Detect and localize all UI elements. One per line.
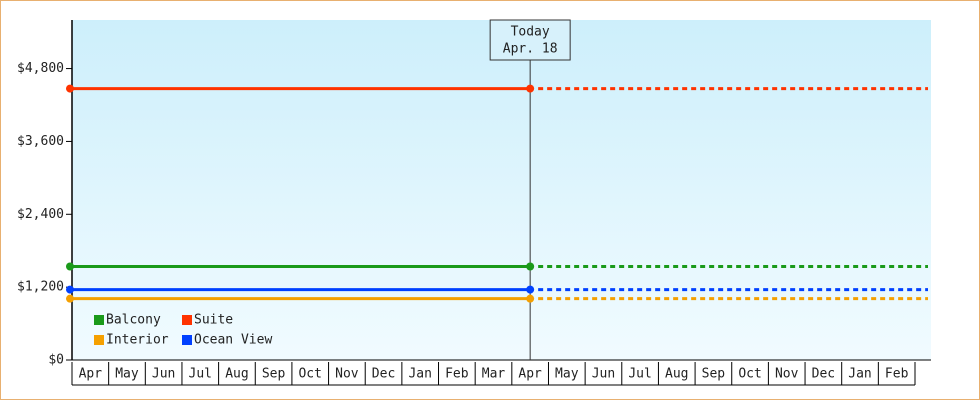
today-title: Today <box>511 25 550 40</box>
y-tick-label: $0 <box>48 353 64 368</box>
x-tick-label: Jul <box>189 367 212 382</box>
legend-swatch <box>182 315 192 325</box>
legend-swatch <box>94 335 104 345</box>
x-tick-label: May <box>555 367 579 382</box>
legend-label: Balcony <box>106 313 161 328</box>
data-point <box>66 294 74 303</box>
x-tick-label: Jun <box>592 367 615 382</box>
x-tick-label: Apr <box>518 367 542 382</box>
data-point <box>526 84 535 93</box>
x-tick-label: Jan <box>408 367 431 382</box>
data-point <box>66 285 74 294</box>
data-point <box>66 262 74 271</box>
data-point <box>66 84 74 93</box>
y-tick-label: $2,400 <box>17 207 64 222</box>
x-tick-label: Feb <box>885 367 909 382</box>
legend-label: Interior <box>106 333 169 348</box>
x-tick-label: Sep <box>702 367 726 382</box>
x-tick-label: Apr <box>79 367 103 382</box>
x-tick-label: Nov <box>775 367 799 382</box>
x-tick-label: Jul <box>628 367 651 382</box>
x-tick-label: Jun <box>152 367 175 382</box>
x-tick-label: Nov <box>335 367 359 382</box>
x-tick-label: Oct <box>738 367 761 382</box>
data-point <box>526 285 535 294</box>
legend-label: Ocean View <box>194 333 272 348</box>
today-box <box>489 19 571 61</box>
x-tick-label: Sep <box>262 367 286 382</box>
legend-swatch <box>94 315 104 325</box>
legend-label: Suite <box>194 313 233 328</box>
x-tick-label: Mar <box>482 367 506 382</box>
y-tick-label: $4,800 <box>17 61 64 76</box>
x-tick-label: Jan <box>848 367 871 382</box>
legend-swatch <box>182 335 192 345</box>
x-tick-label: Dec <box>372 367 395 382</box>
x-tick-label: May <box>115 367 139 382</box>
x-tick-label: Oct <box>298 367 321 382</box>
y-tick-label: $1,200 <box>17 280 64 295</box>
x-tick-label: Aug <box>665 367 688 382</box>
today-date: Apr. 18 <box>503 42 558 57</box>
data-point <box>526 294 535 303</box>
x-tick-label: Aug <box>225 367 248 382</box>
y-tick-label: $3,600 <box>17 134 64 149</box>
x-tick-label: Dec <box>812 367 835 382</box>
data-point <box>526 262 535 271</box>
plot-area <box>72 20 931 360</box>
x-tick-label: Feb <box>445 367 469 382</box>
